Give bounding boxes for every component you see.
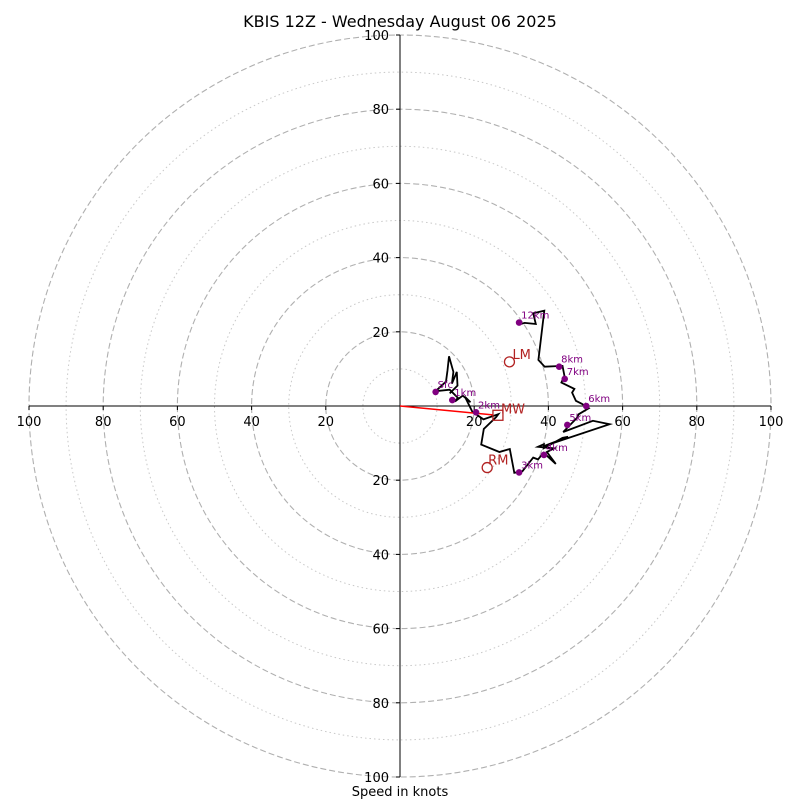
y-tick-label: 40 [372,252,389,267]
height-marker-point [449,396,456,404]
x-tick-label: 100 [17,415,42,430]
y-tick-label: 100 [364,771,389,786]
height-marker-label: 1km [454,388,476,399]
height-marker-point [561,375,569,383]
height-marker-label: 12km [521,311,549,322]
x-tick-label: 100 [759,415,784,430]
y-tick-label: 100 [364,29,389,44]
axis-ticks: 100 80 60 40 20 20 40 60 80 100 100 80 60 40 20 20 40 60 8… [17,29,784,786]
hodograph-line [433,309,614,474]
height-marker-label: 8km [561,355,583,366]
y-tick-label: 60 [372,177,389,192]
left-mover-label: LM [512,348,530,363]
height-marker-point [472,409,480,416]
hodograph-trace [433,309,614,474]
height-marker-point [515,469,523,476]
y-tick-label: 80 [372,697,389,712]
height-marker-label: 7km [567,367,589,378]
chart-title: KBIS 12Z - Wednesday August 06 2025 [243,12,557,31]
y-tick-label: 40 [372,548,389,563]
height-marker-label: 3km [521,460,543,471]
height-marker-label: 6km [588,394,610,405]
y-tick-label: 20 [372,326,389,341]
height-marker-label: 5km [569,413,591,424]
x-tick-label: 80 [689,415,706,430]
height-marker-point [540,451,548,459]
height-marker-label: 2km [478,400,500,411]
height-marker-point [515,319,523,326]
storm-motion-markers: LM RM MW [481,348,531,474]
y-tick-label: 60 [372,623,389,638]
x-tick-label: 60 [169,415,186,430]
left-mover-point [503,356,516,368]
x-tick-label: 20 [318,415,335,430]
x-tick-label: 60 [614,415,631,430]
right-mover-point [481,461,493,474]
height-marker-label: Sfc [438,380,453,391]
right-mover-label: RM [488,454,508,469]
x-tick-label: 40 [243,415,260,430]
height-marker-point [432,388,439,396]
mean-wind-label: MW [501,402,525,417]
height-marker-point [564,421,571,429]
y-tick-label: 80 [372,103,389,118]
x-axis-label: Speed in knots [352,785,449,800]
height-marker-label: 4km [546,443,568,454]
height-marker-point [582,402,590,410]
x-tick-label: 80 [95,415,112,430]
y-tick-label: 20 [372,474,389,489]
x-tick-label: 40 [540,415,557,430]
mean-wind-point [492,409,504,421]
x-tick-label: 20 [466,415,483,430]
height-marker-point [555,363,563,370]
